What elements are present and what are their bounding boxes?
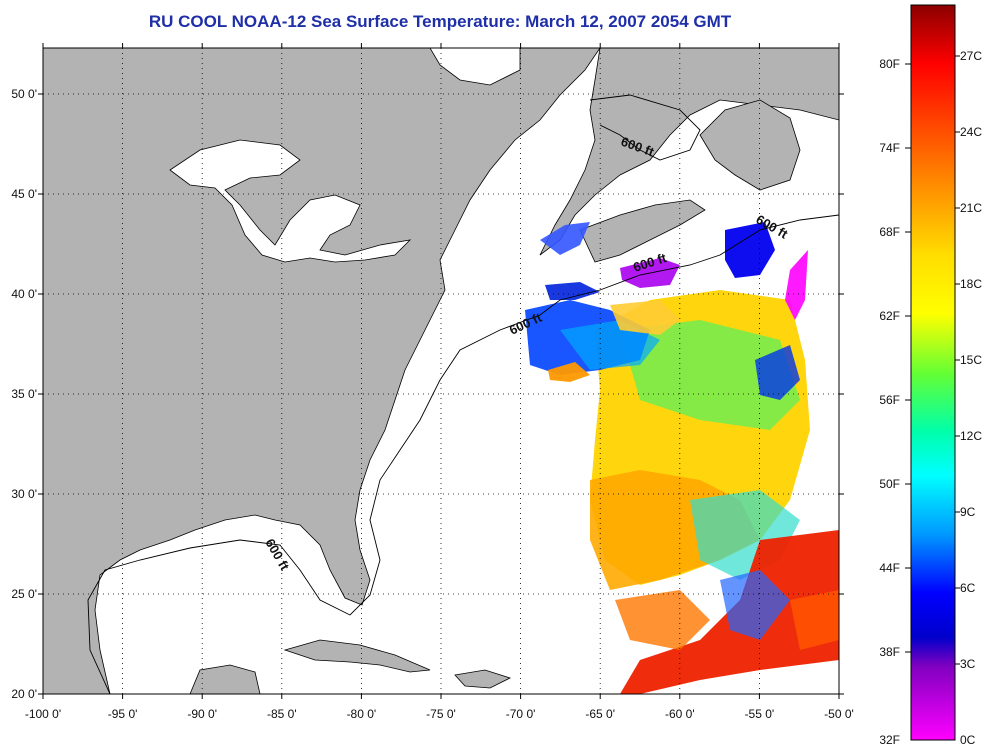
latitude-tick-label: 20 0' [11,687,37,701]
newfoundland-land [699,99,801,191]
colorbar-f-label: 44F [879,561,900,575]
colorbar-f-label: 74F [879,141,900,155]
colorbar-f-label: 62F [879,309,900,323]
colorbar-f-label: 32F [879,733,900,747]
colorbar-c-label: 27C [960,49,982,63]
cuba-land [283,639,431,673]
latitude-tick-label: 25 0' [11,587,37,601]
longitude-tick-label: -55 0' [745,707,775,721]
map-title: RU COOL NOAA-12 Sea Surface Temperature:… [148,12,732,31]
hispaniola-land [454,669,512,689]
isobath-contour [87,214,839,694]
colorbar-c-label: 18C [960,277,982,291]
colorbar-celsius-labels: 27C 24C 21C 18C 15C 12C 9C 6C 3C 0C [955,49,982,747]
longitude-tick-label: -80 0' [347,707,377,721]
latitude-axis: 50 0' 45 0' 40 0' 35 0' 30 0' 25 0' 20 0' [11,87,844,701]
colorbar-f-label: 80F [879,57,900,71]
longitude-axis: -100 0' -95 0' -90 0' -85 0' -80 0' -75 0' -70… [25,43,854,721]
colorbar [910,4,956,741]
colorbar-f-label: 50F [879,477,900,491]
hudson-bay-water [429,48,521,86]
longitude-tick-label: -50 0' [824,707,854,721]
yucatan-land [189,664,261,694]
latitude-tick-label: 30 0' [11,487,37,501]
isobath-contour-north [589,94,701,161]
colorbar-f-label: 38F [879,645,900,659]
longitude-tick-label: -70 0' [506,707,536,721]
longitude-tick-label: -95 0' [108,707,138,721]
great-lakes [169,139,412,263]
colorbar-c-label: 24C [960,125,982,139]
latitude-tick-label: 40 0' [11,287,37,301]
colorbar-c-label: 0C [960,733,976,747]
latitude-tick-label: 50 0' [11,87,37,101]
colorbar-c-label: 21C [960,201,982,215]
colorbar-f-label: 68F [879,225,900,239]
longitude-tick-label: -65 0' [585,707,615,721]
latitude-tick-label: 45 0' [11,187,37,201]
latitude-tick-label: 35 0' [11,387,37,401]
canada-east-land [539,48,839,256]
colorbar-fahrenheit-labels: 80F 74F 68F 62F 56F 50F 44F 38F 32F [879,57,911,747]
north-america-land [43,48,601,694]
longitude-tick-label: -60 0' [665,707,695,721]
colorbar-c-label: 15C [960,353,982,367]
colorbar-c-label: 3C [960,657,976,671]
colorbar-c-label: 6C [960,581,976,595]
colorbar-c-label: 9C [960,505,976,519]
longitude-tick-label: -90 0' [187,707,217,721]
longitude-tick-label: -85 0' [267,707,297,721]
sst-data-field [525,222,839,694]
colorbar-f-label: 56F [879,393,900,407]
nova-scotia-land [579,199,706,263]
colorbar-c-label: 12C [960,429,982,443]
longitude-tick-label: -100 0' [25,707,61,721]
longitude-tick-label: -75 0' [426,707,456,721]
